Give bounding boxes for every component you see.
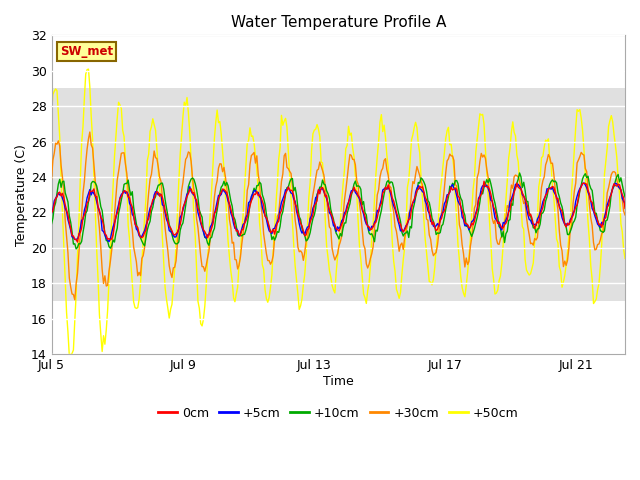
X-axis label: Time: Time [323, 375, 354, 388]
Text: SW_met: SW_met [60, 45, 113, 58]
Legend: 0cm, +5cm, +10cm, +30cm, +50cm: 0cm, +5cm, +10cm, +30cm, +50cm [153, 402, 524, 425]
Y-axis label: Temperature (C): Temperature (C) [15, 144, 28, 246]
Title: Water Temperature Profile A: Water Temperature Profile A [230, 15, 446, 30]
Bar [51, 88, 625, 301]
